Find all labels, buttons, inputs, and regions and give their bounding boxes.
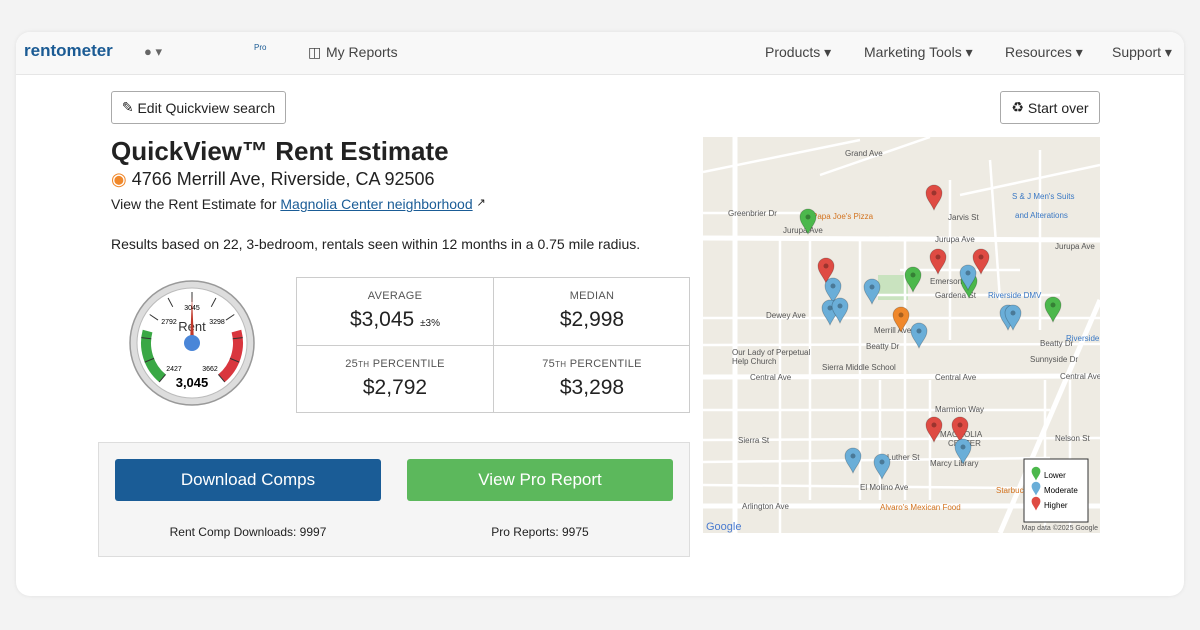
neighborhood-link[interactable]: Magnolia Center neighborhood (280, 196, 473, 212)
stat-label: 75TH PERCENTILE (494, 358, 690, 370)
external-icon: ↗ (476, 197, 486, 209)
pro-count: Pro Reports: 9975 (491, 525, 589, 539)
stat-label: 25TH PERCENTILE (297, 358, 493, 370)
pin-icon: ◉ (111, 169, 127, 189)
edit-icon: ✎ (121, 99, 138, 115)
neighborhood-line: View the Rent Estimate for Magnolia Cent… (111, 196, 486, 212)
start-over-label: Start over (1027, 99, 1089, 116)
summary: Results based on 22, 3-bedroom, rentals … (111, 236, 641, 252)
ordinal: 75 (542, 358, 556, 370)
nav-menu-item[interactable]: Marketing Tools ▾ (864, 44, 973, 60)
address: ◉ 4766 Merrill Ave, Riverside, CA 92506 (111, 169, 435, 190)
my-reports-icon[interactable]: ◫ (308, 44, 322, 60)
view-pro-report-button[interactable]: View Pro Report (407, 459, 673, 501)
neighborhood-prefix: View the Rent Estimate for (111, 196, 277, 212)
stat-value: $2,792 (362, 376, 428, 399)
user-badge: Pro (254, 43, 267, 52)
stat-label-text: PERCENTILE (569, 358, 642, 370)
nav-menu-label: Marketing Tools (864, 44, 962, 60)
page-title: QuickView™ Rent Estimate (111, 136, 449, 166)
download-comps-button[interactable]: Download Comps (115, 459, 381, 501)
logo[interactable]: rentometer (24, 41, 113, 60)
edit-label: Edit Quickview search (137, 99, 276, 116)
nav-menu-label: Products (765, 44, 821, 60)
nav-menu-item[interactable]: Products ▾ (765, 44, 832, 60)
address-text: 4766 Merrill Ave, Riverside, CA 92506 (131, 169, 435, 189)
ordinal-suffix: TH (358, 360, 370, 369)
stat-cell: 25TH PERCENTILE $2,792 (297, 346, 493, 414)
recycle-icon: ♻ (1011, 99, 1028, 115)
downloads-panel: Download Comps View Pro Report Rent Comp… (98, 442, 690, 557)
stat-value: $3,045 ±3% (297, 308, 493, 332)
comps-count: Rent Comp Downloads: 9997 (169, 525, 327, 539)
user-icon[interactable]: ● ▾ (144, 44, 162, 59)
navbar: rentometer ● ▾ Pro ◫ My Reports Products… (16, 32, 1184, 75)
nav-menu-label: Support (1112, 44, 1162, 60)
ordinal-suffix: TH (555, 360, 567, 369)
ordinal: 25 (345, 358, 359, 370)
nav-menu-item[interactable]: Resources ▾ (1005, 44, 1083, 60)
stat-cell: MEDIAN $2,998 (494, 278, 690, 346)
stat-label: AVERAGE (367, 290, 423, 302)
stat-label: MEDIAN (569, 290, 615, 302)
stats-table: AVERAGE $3,045 ±3% MEDIAN $2,998 25TH PERC… (296, 277, 690, 413)
divider (297, 345, 689, 346)
my-reports-link[interactable]: My Reports (326, 44, 398, 60)
stat-cell: AVERAGE $3,045 ±3% (297, 278, 493, 346)
start-over-button[interactable]: ♻ Start over (1000, 91, 1100, 124)
nav-menu-label: Resources (1005, 44, 1072, 60)
stat-value: $3,298 (559, 376, 625, 399)
stat-label-text: PERCENTILE (372, 358, 445, 370)
stat-cell: 75TH PERCENTILE $3,298 (494, 346, 690, 414)
card: rentometer ● ▾ Pro ◫ My Reports Products… (16, 32, 1184, 596)
edit-search-button[interactable]: ✎ Edit Quickview search (111, 91, 286, 124)
stat-note: ±3% (420, 318, 441, 329)
nav-menu-item[interactable]: Support ▾ (1112, 44, 1172, 60)
stat-value: $2,998 (559, 308, 625, 331)
stat-value-text: $3,045 (349, 308, 415, 331)
